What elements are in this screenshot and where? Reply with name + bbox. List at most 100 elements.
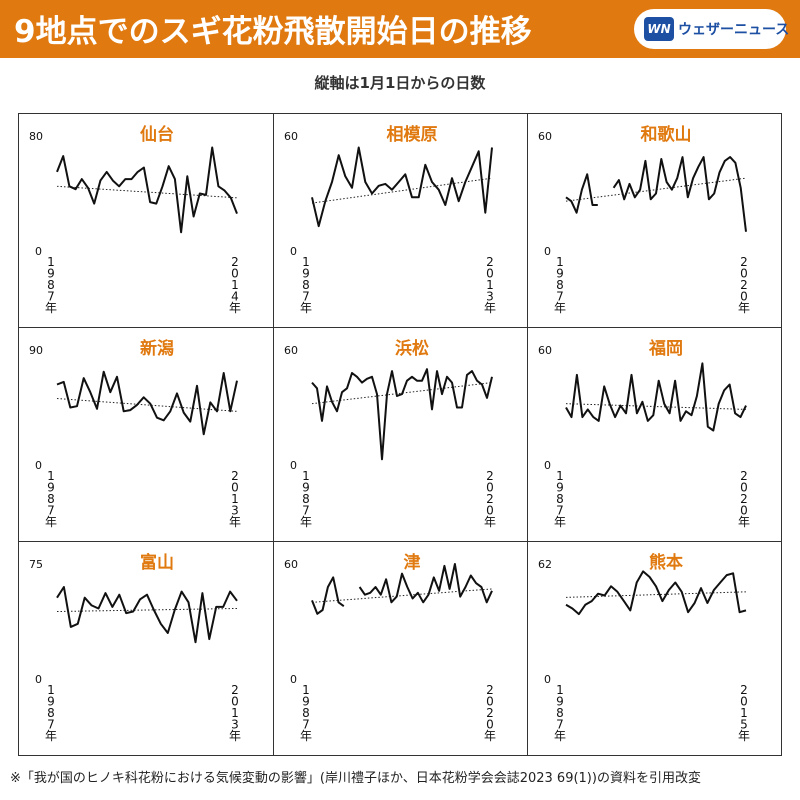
x-tick-char: 2 xyxy=(231,255,239,269)
x-tick-char: 9 xyxy=(47,481,55,495)
x-tick-char: 0 xyxy=(740,481,748,495)
header-banner: 9地点でのスギ花粉飛散開始日の推移 WN ウェザーニュース xyxy=(0,0,800,58)
x-tick-char: 1 xyxy=(47,255,55,269)
x-tick-char: 2 xyxy=(740,492,748,506)
x-tick-char: 2 xyxy=(231,683,239,697)
x-tick-char: 7 xyxy=(47,290,55,304)
x-tick-char: 1 xyxy=(556,469,564,483)
x-tick-char: 2 xyxy=(486,469,494,483)
x-tick-char: 2 xyxy=(740,278,748,292)
x-tick-char: 8 xyxy=(47,492,55,506)
x-tick-char: 8 xyxy=(556,706,564,720)
chart-title: 和歌山 xyxy=(641,124,692,145)
x-tick-char: 年 xyxy=(738,301,750,315)
x-tick-char: 2 xyxy=(740,469,748,483)
x-tick-char: 1 xyxy=(47,469,55,483)
x-tick-char: 年 xyxy=(300,515,312,529)
series-line xyxy=(311,368,493,461)
x-tick-char: 0 xyxy=(740,695,748,709)
chart-title: 熊本 xyxy=(649,552,683,573)
grid-divider xyxy=(527,114,528,755)
logo-text: ウェザーニュース xyxy=(678,22,790,38)
x-tick-char: 0 xyxy=(486,267,494,281)
chart-panel: 津 60 0 1 9 8 7 年 2 0 2 0 年 xyxy=(274,542,528,756)
x-tick-char: 7 xyxy=(556,718,564,732)
chart-panel: 熊本 62 0 1 9 8 7 年 2 0 1 5 年 xyxy=(528,542,782,756)
x-tick-char: 年 xyxy=(484,729,496,743)
x-tick-char: 1 xyxy=(740,706,748,720)
y-tick-label-min: 0 xyxy=(290,245,297,258)
x-tick-char: 0 xyxy=(740,267,748,281)
x-tick-char: 年 xyxy=(229,301,241,315)
x-tick-char: 9 xyxy=(556,695,564,709)
x-tick-char: 年 xyxy=(45,729,57,743)
x-tick-char: 7 xyxy=(302,290,310,304)
x-tick-char: 年 xyxy=(484,301,496,315)
x-tick-char: 8 xyxy=(47,706,55,720)
trend-line xyxy=(311,382,493,405)
x-tick-char: 3 xyxy=(231,718,239,732)
y-tick-label-max: 62 xyxy=(538,558,552,571)
x-tick-char: 7 xyxy=(47,718,55,732)
x-tick-char: 0 xyxy=(231,267,239,281)
trend-line xyxy=(565,591,747,598)
trend-line xyxy=(56,607,238,613)
chart-panel: 仙台 80 0 1 9 8 7 年 2 0 1 4 年 xyxy=(19,114,273,328)
chart-title: 福岡 xyxy=(648,338,683,359)
x-tick-char: 1 xyxy=(556,683,564,697)
x-tick-char: 1 xyxy=(231,278,239,292)
x-tick-char: 4 xyxy=(231,290,239,304)
page-title: 9地点でのスギ花粉飛散開始日の推移 xyxy=(14,14,532,50)
y-tick-label-min: 0 xyxy=(35,673,42,686)
chart-title: 仙台 xyxy=(140,124,174,145)
x-tick-char: 2 xyxy=(486,683,494,697)
x-tick-char: 年 xyxy=(738,729,750,743)
x-tick-char: 9 xyxy=(47,267,55,281)
x-tick-char: 7 xyxy=(556,504,564,518)
x-tick-char: 年 xyxy=(45,301,57,315)
x-tick-char: 9 xyxy=(302,267,310,281)
chart-panel: 和歌山 60 0 1 9 8 7 年 2 0 2 0 年 xyxy=(528,114,782,328)
x-tick-char: 9 xyxy=(302,695,310,709)
x-tick-char: 0 xyxy=(486,481,494,495)
series-line xyxy=(311,576,345,615)
x-tick-char: 年 xyxy=(554,515,566,529)
source-footnote: ※「我が国のヒノキ科花粉における気候変動の影響」(岸川禮子ほか、日本花粉学会会誌… xyxy=(10,771,701,786)
y-tick-label-max: 60 xyxy=(284,558,298,571)
x-tick-char: 3 xyxy=(486,290,494,304)
x-tick-char: 9 xyxy=(302,481,310,495)
x-tick-char: 1 xyxy=(302,255,310,269)
x-tick-char: 1 xyxy=(556,255,564,269)
x-tick-char: 2 xyxy=(231,469,239,483)
x-tick-char: 0 xyxy=(740,290,748,304)
x-tick-char: 7 xyxy=(556,290,564,304)
x-tick-char: 1 xyxy=(302,683,310,697)
y-tick-label-min: 0 xyxy=(35,245,42,258)
x-tick-char: 5 xyxy=(740,718,748,732)
y-tick-label-min: 0 xyxy=(35,459,42,472)
trend-line xyxy=(565,177,747,202)
x-tick-char: 1 xyxy=(486,278,494,292)
y-tick-label-min: 0 xyxy=(290,459,297,472)
chart-title: 新潟 xyxy=(140,338,174,359)
x-tick-char: 8 xyxy=(556,278,564,292)
x-tick-char: 2 xyxy=(740,683,748,697)
x-tick-char: 2 xyxy=(486,492,494,506)
series-line xyxy=(565,362,747,432)
y-tick-label-min: 0 xyxy=(544,245,551,258)
x-tick-char: 7 xyxy=(302,718,310,732)
y-tick-label-max: 90 xyxy=(29,344,43,357)
